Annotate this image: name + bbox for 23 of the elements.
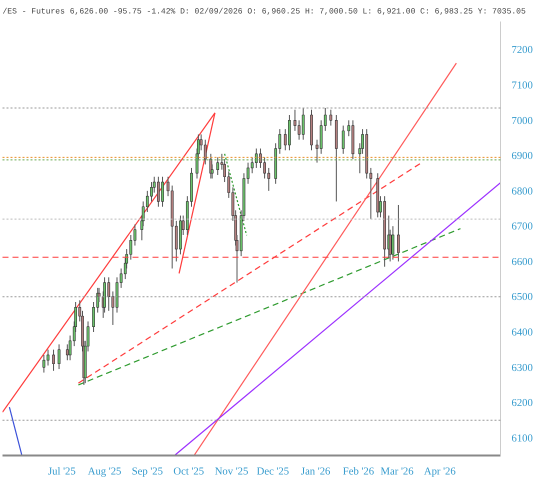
x-tick-label: Nov '25: [214, 466, 248, 478]
x-tick-label: Mar '26: [380, 466, 414, 478]
x-tick-label: Dec '25: [256, 466, 290, 478]
x-tick-label: Feb '26: [342, 466, 375, 478]
y-tick-label: 6400: [512, 328, 533, 339]
x-tick-label: Aug '25: [88, 466, 122, 478]
x-tick-label: Apr '26: [424, 466, 456, 478]
y-tick-label: 6500: [512, 292, 533, 304]
x-tick-label: Sep '25: [132, 466, 163, 478]
y-tick-label: 6700: [512, 222, 533, 233]
y-tick-label: 6900: [512, 151, 533, 162]
y-tick-label: 7000: [512, 116, 533, 127]
y-tick-label: 6100: [512, 433, 533, 444]
y-tick-label: 7100: [512, 80, 533, 92]
x-tick-label: Oct '25: [173, 466, 204, 478]
x-tick-label: Jan '26: [300, 466, 332, 478]
y-tick-label: 6800: [512, 186, 533, 198]
y-tick-label: 6300: [512, 362, 533, 374]
chart-title: /ES - Futures 6,626.00 -95.75 -1.42% D: 02/09/2026 O: 6,960.25 H: 7,000.50 L: 6,921.00 C: 6,983.25 Y: 7035.05: [2, 8, 526, 16]
y-tick-label: 6200: [512, 398, 533, 410]
x-tick-label: Jul '25: [48, 466, 76, 478]
y-tick-label: 7200: [512, 45, 533, 56]
y-tick-label: 6600: [512, 256, 533, 268]
